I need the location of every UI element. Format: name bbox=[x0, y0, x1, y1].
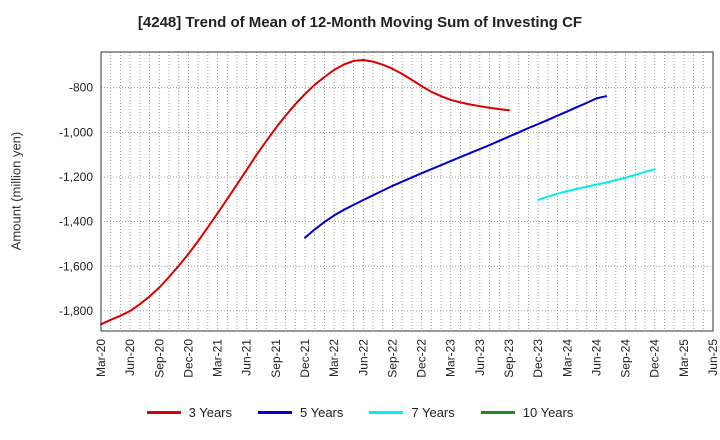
x-tick-label: Jun-21 bbox=[240, 339, 254, 376]
legend-label-7-years: 7 Years bbox=[411, 405, 455, 420]
x-tick-label: Dec-21 bbox=[298, 339, 312, 378]
x-tick-label: Mar-25 bbox=[677, 339, 691, 377]
x-tick-label: Jun-25 bbox=[706, 339, 720, 376]
x-tick-label: Mar-23 bbox=[444, 339, 458, 377]
x-tick-label: Sep-23 bbox=[502, 339, 516, 378]
legend-swatch-3-years bbox=[146, 411, 181, 414]
x-tick-label: Jun-22 bbox=[356, 339, 370, 376]
x-tick-label: Dec-23 bbox=[531, 339, 545, 378]
grid bbox=[101, 52, 713, 331]
legend-item-10-years: 10 Years bbox=[480, 405, 574, 420]
x-tick-label: Dec-20 bbox=[181, 339, 195, 378]
legend-item-3-years: 3 Years bbox=[146, 405, 232, 420]
legend-swatch-10-years bbox=[480, 411, 515, 414]
plot-frame bbox=[100, 51, 714, 332]
y-axis-ticks: -800 -1,000 -1,200 -1,400 -1,600 -1,800 bbox=[59, 81, 93, 318]
x-tick-label: Dec-24 bbox=[648, 339, 662, 378]
legend-item-5-years: 5 Years bbox=[258, 405, 343, 420]
legend-item-7-years: 7 Years bbox=[369, 405, 455, 420]
legend-label-5-years: 5 Years bbox=[300, 405, 344, 420]
legend-swatch-7-years bbox=[369, 411, 404, 414]
legend: 3 Years 5 Years 7 Years 10 Years bbox=[0, 405, 720, 420]
x-tick-label: Jun-23 bbox=[473, 339, 487, 376]
x-tick-label: Sep-20 bbox=[152, 339, 166, 378]
y-tick-label: -1,200 bbox=[59, 170, 93, 184]
x-tick-label: Sep-24 bbox=[619, 339, 633, 378]
y-tick-label: -1,800 bbox=[59, 304, 93, 318]
x-tick-label: Mar-20 bbox=[94, 339, 108, 377]
series-lines bbox=[100, 59, 656, 326]
x-axis-ticks: Mar-20 Jun-20 Sep-20 Dec-20 Mar-21 Jun-21 Sep-… bbox=[94, 339, 720, 378]
x-tick-label: Dec-22 bbox=[415, 339, 429, 378]
y-tick-label: -800 bbox=[69, 81, 93, 95]
series-line-5-years bbox=[304, 95, 608, 239]
x-tick-label: Mar-21 bbox=[211, 339, 225, 377]
x-tick-label: Jun-24 bbox=[589, 339, 603, 376]
y-tick-label: -1,000 bbox=[59, 125, 93, 139]
x-tick-label: Jun-20 bbox=[123, 339, 137, 376]
x-tick-label: Mar-24 bbox=[560, 339, 574, 377]
legend-swatch-5-years bbox=[258, 411, 292, 414]
x-tick-label: Sep-21 bbox=[269, 339, 283, 378]
x-tick-label: Mar-22 bbox=[327, 339, 341, 377]
y-tick-label: -1,600 bbox=[59, 259, 93, 273]
legend-label-3-years: 3 Years bbox=[188, 405, 232, 420]
y-tick-label: -1,400 bbox=[59, 215, 93, 229]
legend-label-10-years: 10 Years bbox=[522, 405, 574, 420]
chart-title: [4248] Trend of Mean of 12-Month Moving … bbox=[137, 14, 583, 31]
series-line-7-years bbox=[537, 168, 656, 201]
x-tick-label: Sep-22 bbox=[385, 339, 399, 378]
series-line-3-years bbox=[100, 59, 510, 326]
